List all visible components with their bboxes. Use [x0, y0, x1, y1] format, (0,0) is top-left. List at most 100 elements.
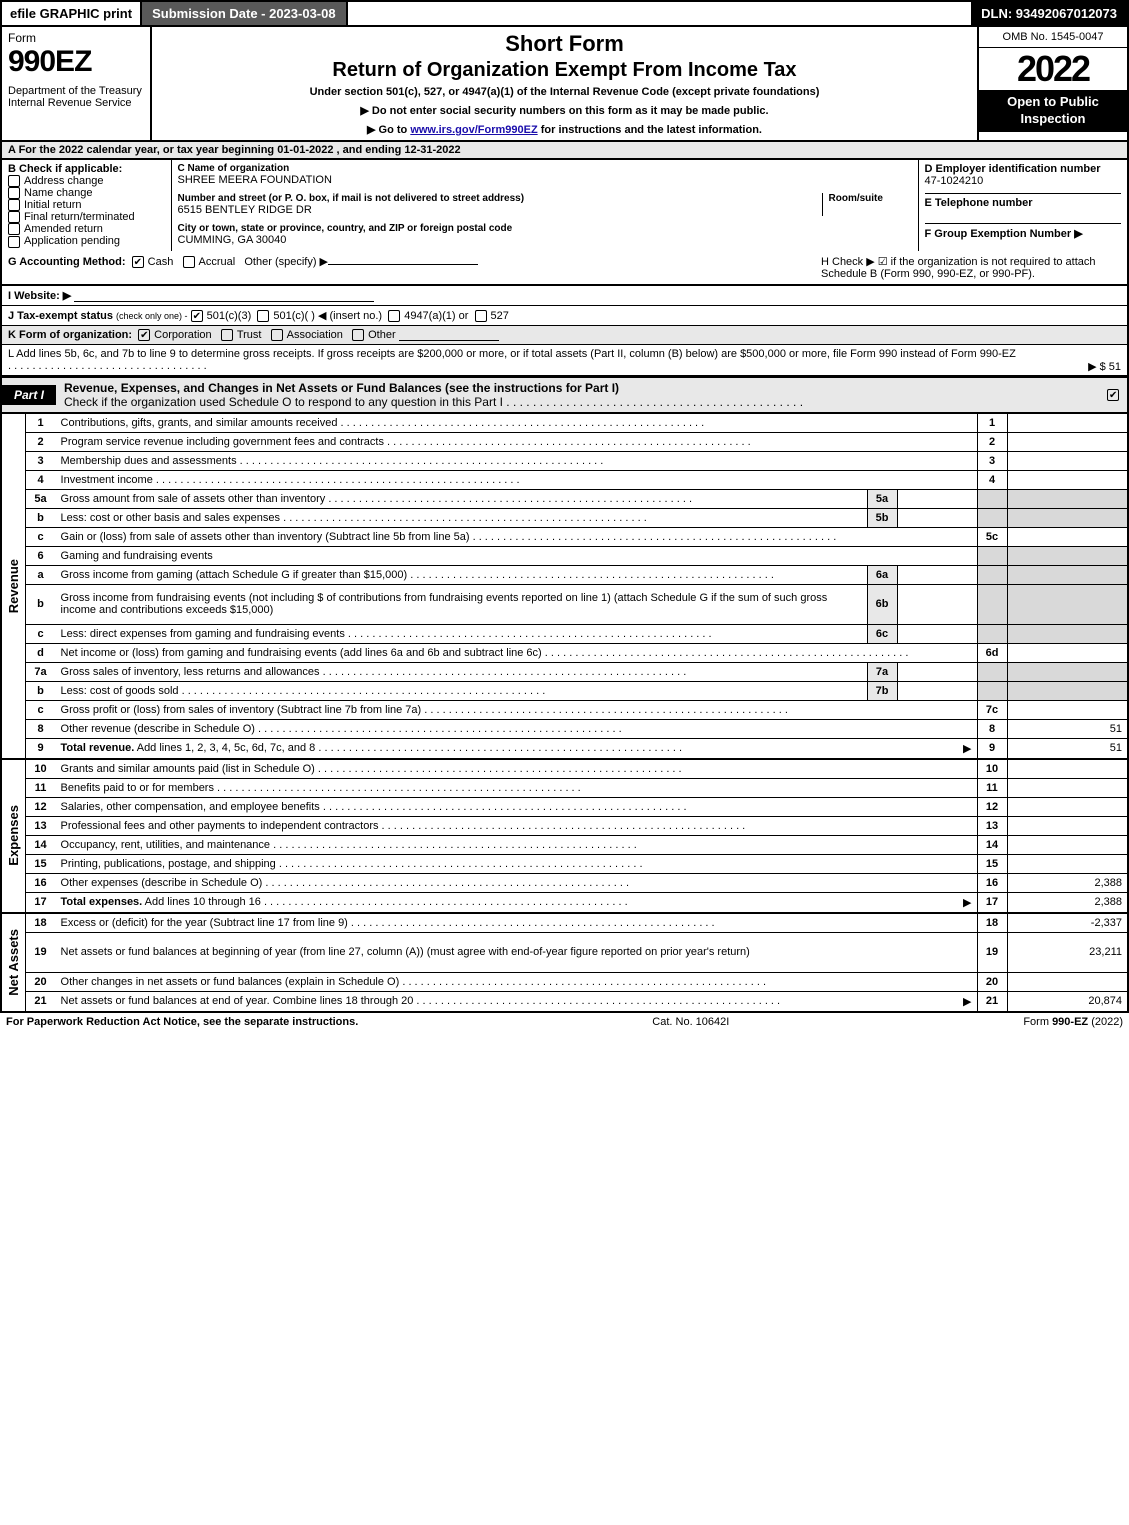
dept-label: Department of the Treasury Internal Reve…: [8, 85, 144, 109]
right-line-value: -2,337: [1007, 914, 1127, 933]
right-line-number: 9: [977, 738, 1007, 758]
chk-501c3[interactable]: [191, 310, 203, 322]
instr-goto: ▶ Go to www.irs.gov/Form990EZ for instru…: [158, 123, 971, 136]
line-desc: Net assets or fund balances at end of ye…: [56, 991, 977, 1011]
sub-line-number: 6c: [867, 624, 897, 643]
line-row: 9Total revenue. Add lines 1, 2, 3, 4, 5c…: [26, 738, 1127, 758]
right-line-value: [1007, 760, 1127, 779]
right-line-value: [1007, 546, 1127, 565]
right-line-value: [1007, 451, 1127, 470]
line-desc: Gross amount from sale of assets other t…: [56, 489, 867, 508]
right-line-value: 2,388: [1007, 873, 1127, 892]
right-line-value: [1007, 854, 1127, 873]
footer-paperwork: For Paperwork Reduction Act Notice, see …: [6, 1016, 358, 1028]
right-line-value: [1007, 778, 1127, 797]
line-desc: Net assets or fund balances at beginning…: [56, 932, 977, 972]
line-desc: Membership dues and assessments: [56, 451, 977, 470]
right-line-value: [1007, 624, 1127, 643]
line-number: 14: [26, 835, 56, 854]
line-number: d: [26, 643, 56, 662]
sub-line-value: [897, 489, 977, 508]
line-number: 19: [26, 932, 56, 972]
right-line-number: 14: [977, 835, 1007, 854]
sub-line-value: [897, 662, 977, 681]
irs-link[interactable]: www.irs.gov/Form990EZ: [410, 124, 537, 136]
chk-assoc[interactable]: [271, 329, 283, 341]
chk-amended-return[interactable]: [8, 223, 20, 235]
d-ein-value: 47-1024210: [925, 175, 1122, 187]
line-number: a: [26, 565, 56, 584]
line-row: 21Net assets or fund balances at end of …: [26, 991, 1127, 1011]
addr-label: Number and street (or P. O. box, if mail…: [178, 193, 822, 204]
right-line-number: 5c: [977, 527, 1007, 546]
right-line-number: [977, 546, 1007, 565]
efile-print-label[interactable]: efile GRAPHIC print: [2, 2, 140, 25]
right-line-value: [1007, 565, 1127, 584]
right-line-number: [977, 624, 1007, 643]
chk-application-pending[interactable]: [8, 236, 20, 248]
line-row: dNet income or (loss) from gaming and fu…: [26, 643, 1127, 662]
chk-4947[interactable]: [388, 310, 400, 322]
line-desc: Other expenses (describe in Schedule O): [56, 873, 977, 892]
line-number: 13: [26, 816, 56, 835]
line-desc: Total revenue. Add lines 1, 2, 3, 4, 5c,…: [56, 738, 977, 758]
line-row: 3Membership dues and assessments3: [26, 451, 1127, 470]
chk-accrual[interactable]: [183, 256, 195, 268]
chk-schedule-o[interactable]: [1107, 389, 1119, 401]
omb-number: OMB No. 1545-0047: [979, 27, 1127, 48]
footer-catno: Cat. No. 10642I: [652, 1016, 729, 1028]
line-row: 18Excess or (deficit) for the year (Subt…: [26, 914, 1127, 933]
right-line-number: [977, 681, 1007, 700]
right-line-number: 20: [977, 972, 1007, 991]
chk-final-return[interactable]: [8, 211, 20, 223]
right-line-value: [1007, 508, 1127, 527]
right-line-value: [1007, 489, 1127, 508]
room-label: Room/suite: [829, 193, 912, 204]
sub-line-value: [897, 508, 977, 527]
line-desc: Program service revenue including govern…: [56, 432, 977, 451]
chk-501c[interactable]: [257, 310, 269, 322]
sub-line-number: 6b: [867, 584, 897, 624]
right-line-number: 15: [977, 854, 1007, 873]
line-row: 16Other expenses (describe in Schedule O…: [26, 873, 1127, 892]
right-line-value: [1007, 432, 1127, 451]
line-number: c: [26, 700, 56, 719]
line-row: bLess: cost of goods sold7b: [26, 681, 1127, 700]
line-row: cGross profit or (loss) from sales of in…: [26, 700, 1127, 719]
chk-address-change[interactable]: [8, 175, 20, 187]
line-desc: Gross sales of inventory, less returns a…: [56, 662, 867, 681]
chk-name-change[interactable]: [8, 187, 20, 199]
line-desc: Contributions, gifts, grants, and simila…: [56, 414, 977, 433]
line-row: cLess: direct expenses from gaming and f…: [26, 624, 1127, 643]
right-line-number: 10: [977, 760, 1007, 779]
chk-initial-return[interactable]: [8, 199, 20, 211]
line-number: 10: [26, 760, 56, 779]
line-desc: Gaming and fundraising events: [56, 546, 977, 565]
section-expenses: Expenses10Grants and similar amounts pai…: [0, 760, 1129, 914]
line-desc: Investment income: [56, 470, 977, 489]
right-line-number: [977, 508, 1007, 527]
line-number: b: [26, 584, 56, 624]
entity-info: B Check if applicable: Address change Na…: [0, 160, 1129, 251]
h-schedule-b: H Check ▶ ☑ if the organization is not r…: [821, 255, 1121, 280]
right-line-value: 2,388: [1007, 892, 1127, 912]
dln-label: DLN: 93492067012073: [971, 2, 1127, 25]
j-tax-exempt: J Tax-exempt status (check only one) - 5…: [2, 306, 1127, 326]
chk-cash[interactable]: [132, 256, 144, 268]
chk-527[interactable]: [475, 310, 487, 322]
line-row: 13Professional fees and other payments t…: [26, 816, 1127, 835]
chk-corp[interactable]: [138, 329, 150, 341]
chk-trust[interactable]: [221, 329, 233, 341]
line-desc: Gain or (loss) from sale of assets other…: [56, 527, 977, 546]
line-desc: Total expenses. Add lines 10 through 16 …: [56, 892, 977, 912]
subtitle: Under section 501(c), 527, or 4947(a)(1)…: [158, 86, 971, 98]
title-short-form: Short Form: [158, 31, 971, 57]
i-website: I Website: ▶: [2, 286, 1127, 306]
line-number: c: [26, 527, 56, 546]
title-return: Return of Organization Exempt From Incom…: [158, 59, 971, 82]
sub-line-number: 5b: [867, 508, 897, 527]
c-name-label: C Name of organization: [178, 163, 912, 174]
right-line-number: 3: [977, 451, 1007, 470]
chk-other-org[interactable]: [352, 329, 364, 341]
line-number: c: [26, 624, 56, 643]
